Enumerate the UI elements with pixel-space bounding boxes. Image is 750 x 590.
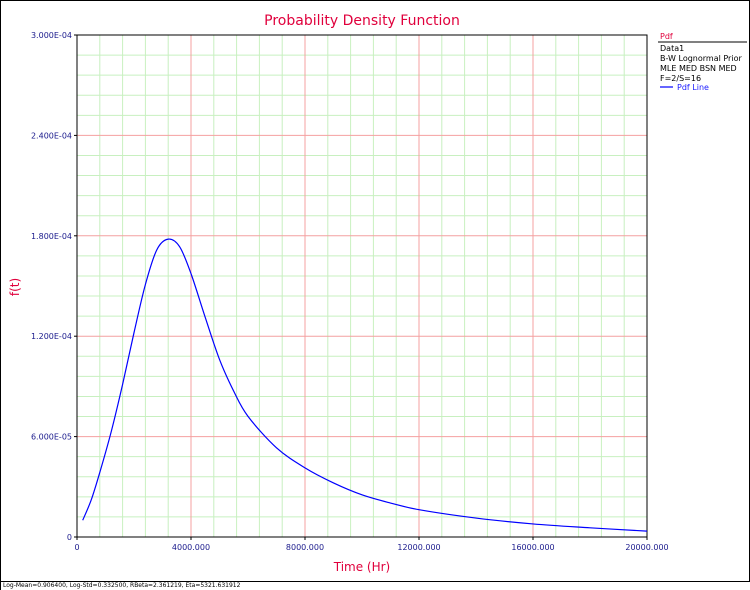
y-axis-title: f(t) [8,278,22,296]
legend-line-4: F=2/S=16 [660,74,701,83]
minor-grid [77,35,647,537]
y-tick-label: 3.000E-04 [31,31,72,40]
y-tick-label: 0 [67,533,72,542]
chart-title: Probability Density Function [264,13,460,29]
y-tick-label: 2.400E-04 [31,131,72,140]
legend-line-3: MLE MED BSN MED [660,64,737,73]
y-tick-label: 6.000E-05 [31,433,72,442]
x-axis-ticks: 0 4000.000 8000.000 12000.000 16000.000 20000… [74,537,669,552]
x-tick-label: 16000.000 [511,543,554,552]
x-axis-title: Time (Hr) [333,560,391,574]
legend: Pdf Data1 B-W Lognormal Prior MLE MED BS… [658,32,747,92]
x-tick-label: 0 [74,543,79,552]
y-tick-label: 1.200E-04 [31,332,72,341]
y-axis-ticks: 0 6.000E-05 1.200E-04 1.800E-04 2.400E-04 3.0… [31,31,77,542]
legend-series-label: Pdf Line [677,83,709,92]
plot-area-border [76,34,648,538]
status-bar: Log-Mean=0.906400, Log-Std=0.332500, RBe… [1,581,750,590]
legend-line-2: B-W Lognormal Prior [660,54,742,63]
major-grid [77,35,647,537]
x-tick-label: 4000.000 [172,543,210,552]
x-tick-label: 12000.000 [397,543,440,552]
x-tick-label: 20000.000 [625,543,668,552]
legend-line-1: Data1 [660,44,684,53]
y-tick-label: 1.800E-04 [31,232,72,241]
legend-header: Pdf [660,32,673,41]
pdf-line-series [82,238,648,532]
x-tick-label: 8000.000 [286,543,324,552]
